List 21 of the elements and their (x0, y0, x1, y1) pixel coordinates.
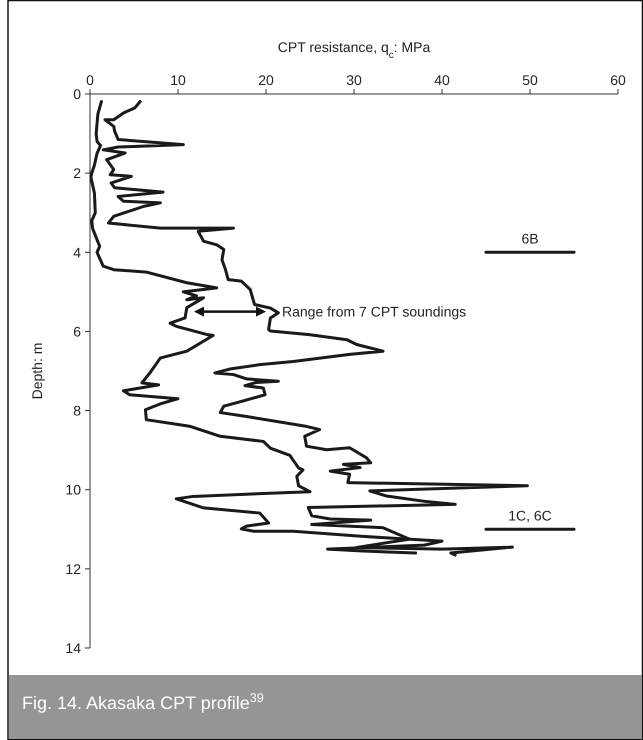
x-tick-label: 0 (86, 72, 94, 88)
x-tick-label: 60 (610, 72, 626, 88)
series-label: 1C, 6C (508, 507, 552, 524)
y-tick-label: 8 (73, 402, 82, 419)
x-tick-label: 10 (170, 72, 186, 88)
annotation: Range from 7 CPT soundings (282, 304, 466, 320)
x-tick-label: 30 (346, 72, 362, 88)
text: Fig. 14. Akasaka CPT profile$^{39}$ (22, 691, 264, 713)
y-tick-label: 2 (73, 165, 82, 182)
y-tick-label: 10 (65, 482, 82, 498)
y-tick-label: 0 (73, 86, 82, 102)
y-tick-label: 14 (65, 640, 82, 656)
y-tick-label: 4 (73, 244, 82, 260)
x-tick-label: 50 (522, 72, 538, 88)
x-axis-title: CPT resistance, q$_{c}$: MPa (278, 39, 430, 60)
y-tick-label: 6 (73, 323, 82, 340)
x-tick-label: 20 (258, 72, 274, 88)
y-axis-title: Depth: m (29, 342, 45, 400)
x-tick-label: 40 (434, 72, 450, 88)
y-tick-label: 12 (65, 560, 82, 577)
series-label: 6B (521, 230, 539, 246)
